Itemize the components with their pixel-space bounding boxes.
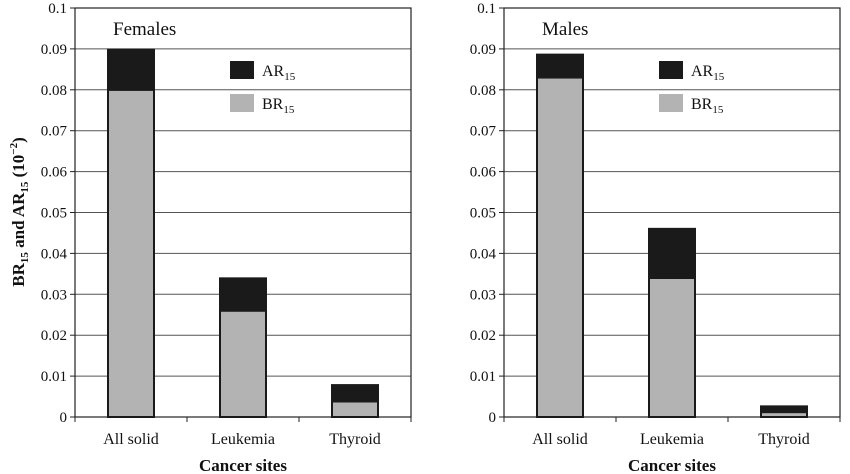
y-tick-label: 0.01	[41, 369, 67, 385]
bar-br15	[107, 88, 155, 419]
bar-ar15	[760, 405, 808, 414]
bar-ar15	[331, 384, 379, 403]
y-tick-label: 0.01	[470, 369, 496, 385]
panel-title: Females	[113, 19, 176, 40]
y-tick-label: 0.09	[41, 42, 67, 58]
y-axis-label: BR15 and AR15 (10−2)	[8, 137, 31, 287]
bar-ar15	[219, 277, 267, 312]
y-tick-label: 0.1	[477, 1, 496, 17]
bar-br15	[536, 76, 584, 418]
bar-ar15	[648, 227, 696, 279]
bar-ar15	[536, 53, 584, 79]
y-tick-label: 0.08	[41, 83, 67, 99]
legend-swatch-br15	[659, 94, 683, 112]
y-tick-label: 0.04	[41, 246, 68, 262]
y-tick-label: 0.03	[41, 287, 67, 303]
y-tick-label: 0.05	[41, 206, 67, 222]
y-tick-label: 0.06	[41, 165, 68, 181]
y-tick-label: 0.08	[470, 83, 496, 99]
legend-label-br15: BR15	[691, 96, 724, 116]
x-tick-label: All solid	[532, 431, 588, 448]
legend-label-br15: BR15	[262, 96, 295, 116]
y-tick-label: 0.06	[470, 165, 497, 181]
legend-swatch-ar15	[230, 61, 254, 79]
chart-panel-1: 0 0.01 0.02 0.03 0.04 0.05 0.06 0.07 0.08 0.09 0.1…	[41, 1, 412, 474]
bar-br15	[331, 400, 379, 419]
bar-ar15	[107, 48, 155, 91]
bar-br15	[219, 309, 267, 418]
legend-label-ar15: AR15	[691, 63, 725, 83]
y-tick-label: 0.02	[41, 328, 67, 344]
x-tick-label: Leukemia	[640, 431, 704, 448]
x-tick-label: Thyroid	[329, 431, 381, 448]
x-tick-label: Leukemia	[211, 431, 275, 448]
legend-label-ar15: AR15	[262, 63, 296, 83]
y-tick-label: 0.02	[470, 328, 496, 344]
legend-swatch-br15	[230, 94, 254, 112]
y-tick-label: 0.05	[470, 206, 496, 222]
y-tick-label: 0.09	[470, 42, 496, 58]
y-tick-label: 0.1	[48, 1, 67, 17]
y-tick-label: 0.03	[470, 287, 496, 303]
x-tick-label: All solid	[103, 431, 159, 448]
bar-br15	[648, 276, 696, 418]
y-tick-label: 0.04	[470, 246, 497, 262]
chart-panel-2: 0 0.01 0.02 0.03 0.04 0.05 0.06 0.07 0.08 0.09 0.1…	[470, 1, 841, 474]
y-tick-label: 0	[489, 410, 497, 426]
x-axis-label: Cancer sites	[199, 456, 287, 474]
y-tick-label: 0.07	[470, 124, 497, 140]
legend-swatch-ar15	[659, 61, 683, 79]
x-tick-label: Thyroid	[758, 431, 810, 448]
panel-title: Males	[542, 19, 588, 40]
y-tick-label: 0	[60, 410, 68, 426]
x-axis-label: Cancer sites	[628, 456, 716, 474]
y-tick-label: 0.07	[41, 124, 68, 140]
